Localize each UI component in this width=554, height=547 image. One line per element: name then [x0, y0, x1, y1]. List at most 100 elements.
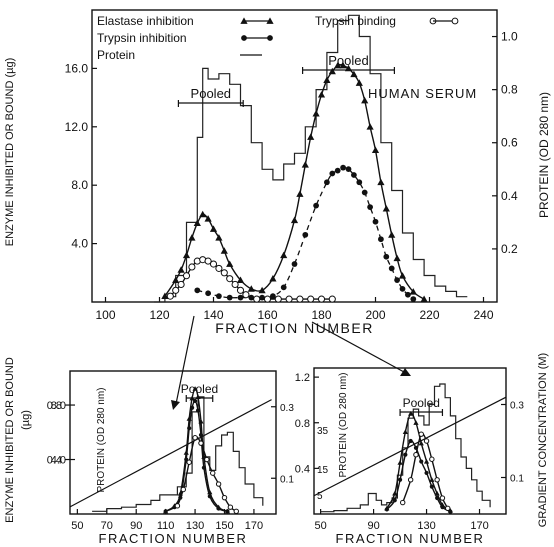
trypsin-inhibition-point	[324, 179, 330, 186]
small-tick-label: 15	[317, 465, 329, 476]
elastase-inhibition-point	[258, 286, 266, 294]
elastase-inhibition-point	[307, 133, 315, 140]
elastase-inhibition-point	[409, 288, 417, 295]
elastase-inhibition-point	[204, 215, 212, 222]
y-tick-label: 0.8	[295, 418, 310, 430]
y2-tick-label: 1.0	[501, 30, 518, 44]
trypsin-binding-point	[182, 272, 191, 280]
x-tick-label: 150	[215, 520, 233, 532]
plot-frame	[313, 367, 507, 515]
small-tick-label: 5	[317, 491, 323, 502]
y-tick-label: 1.2	[295, 372, 310, 384]
elastase-inhibition-point	[280, 251, 288, 259]
y2-tick-label: 0.8	[501, 83, 518, 97]
elastase-inhibition-point	[402, 429, 408, 434]
trypsin-inhibition-point	[190, 405, 195, 410]
trypsin-binding-point	[180, 486, 187, 493]
trypsin-inhibition-point	[291, 261, 298, 267]
trypsin-binding-point	[429, 456, 435, 462]
trypsin-binding-point	[317, 295, 326, 303]
trypsin-inhibition-point	[207, 494, 212, 499]
elastase-inhibition-point	[220, 247, 228, 254]
bottom-left-axis-unit: (µg)	[20, 410, 32, 430]
x-tick-label: 110	[157, 520, 175, 532]
trypsin-binding-point	[226, 275, 234, 283]
x-tick-label: 180	[311, 308, 331, 322]
trypsin-inhibition-point	[384, 507, 389, 512]
trypsin-binding-point	[220, 269, 228, 277]
trypsin-binding-point	[307, 295, 315, 303]
trypsin-binding-point	[263, 295, 272, 303]
inset-protein-axis-title: PROTEIN (OD 280 nm)	[96, 387, 107, 492]
trypsin-binding-point	[328, 295, 336, 303]
trypsin-inhibition-point	[334, 167, 341, 174]
elastase-inhibition-point	[355, 79, 363, 86]
plot-frame	[69, 370, 277, 515]
legend: Elastase inhibition Trypsin inhibition Pro…	[97, 14, 459, 62]
trypsin-inhibition-point	[225, 509, 230, 514]
trypsin-inhibition-point	[194, 287, 201, 294]
elastase-inhibition-point	[388, 231, 396, 238]
y-tick-label: 8.0	[51, 400, 66, 412]
connector-line	[311, 321, 405, 373]
trypsin-binding-point	[236, 286, 245, 294]
connector-arrows	[171, 315, 411, 410]
plot-frame	[91, 9, 498, 303]
gradient-line	[313, 396, 507, 497]
small-tick-label: 35	[317, 426, 329, 437]
trypsin-binding-point	[188, 263, 196, 271]
x-tick-label: 70	[101, 520, 113, 532]
trypsin-binding-point	[204, 456, 210, 463]
chart-annotation: HUMAN SERUM	[368, 86, 477, 101]
elastase-inhibition-point	[413, 420, 419, 425]
elastase-inhibition-point	[323, 76, 331, 83]
trypsin-binding-point	[231, 280, 239, 289]
elastase-inhibition-point	[236, 276, 245, 283]
connector-arrowhead	[171, 400, 180, 410]
trypsin-inhibition-point	[345, 166, 352, 173]
y2-tick-label: 0.4	[47, 455, 62, 467]
trypsin-inhibition-point	[187, 426, 192, 431]
y-tick-label: 8.0	[71, 178, 88, 192]
trypsin-inhibition-point	[399, 285, 406, 292]
inset-protein-axis-title: PROTEIN (OD 280 nm)	[338, 372, 349, 477]
x-axis-label: FRACTION NUMBER	[215, 320, 374, 336]
trypsin-binding-point	[233, 508, 239, 514]
y-tick-label: 12.0	[65, 120, 89, 134]
protein-histogram	[92, 396, 264, 512]
legend-marker-filled-circle	[267, 35, 273, 41]
trypsin-inhibition-point	[372, 218, 379, 225]
trypsin-inhibition-point	[205, 290, 211, 297]
bottom-right-axis-title: GRADIENT CONCENTRATION (M)	[537, 353, 549, 527]
x-tick-label: 120	[149, 308, 169, 322]
trypsin-binding-point	[215, 481, 222, 487]
trypsin-binding-point	[423, 438, 430, 444]
elastase-inhibition-point	[371, 146, 380, 154]
legend-label: Trypsin binding	[315, 14, 396, 28]
y-tick-label: 16.0	[65, 61, 89, 75]
pooled-label: Pooled	[191, 86, 231, 101]
elastase-inhibition-point	[193, 219, 201, 227]
trypsin-binding-point	[242, 291, 250, 299]
gradient-tick-label: 0.3	[510, 401, 524, 412]
trypsin-inhibition-point	[424, 470, 429, 476]
elastase-inhibition-point	[301, 161, 309, 168]
trypsin-binding-point	[434, 477, 440, 483]
x-tick-label: 50	[71, 520, 83, 532]
x-tick-label: 170	[470, 520, 488, 532]
trypsin-inhibition-point	[419, 459, 424, 464]
elastase-inhibition-point	[209, 225, 218, 232]
elastase-inhibition-point	[215, 234, 223, 241]
y-tick-label: 0.4	[295, 463, 310, 475]
trypsin-binding-point	[407, 477, 414, 483]
trypsin-binding-point	[274, 295, 282, 303]
bottom-left-axis-title: ENZYME INHIBITED OR BOUND	[4, 357, 16, 523]
elastase-inhibition-point	[377, 178, 385, 186]
elastase-inhibition-point	[226, 260, 234, 267]
pooled-label: Pooled	[403, 396, 440, 410]
trypsin-inhibition-point	[280, 284, 287, 291]
trypsin-binding-point	[445, 505, 451, 512]
trypsin-inhibition-point	[356, 179, 363, 186]
gradient-tick-label: 0.1	[280, 474, 294, 485]
